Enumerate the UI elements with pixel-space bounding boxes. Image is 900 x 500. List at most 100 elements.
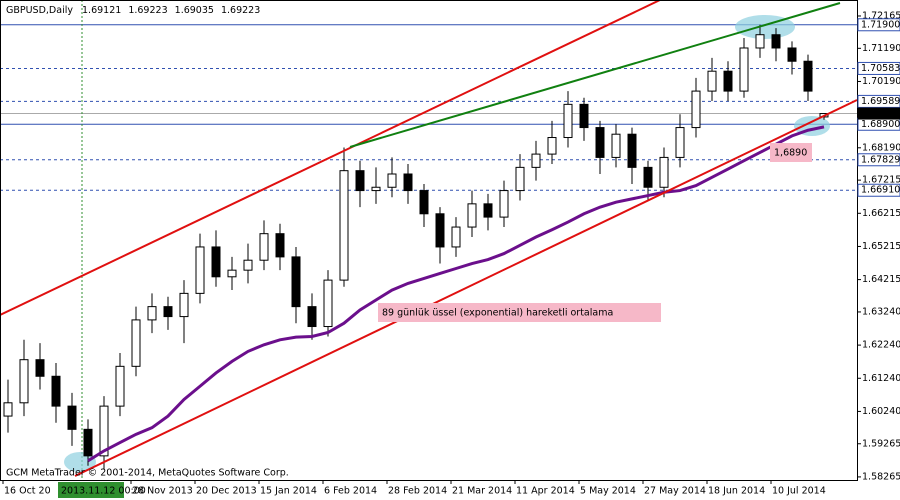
candle-body	[627, 133, 637, 168]
ohlc-value: 1.69223	[128, 5, 167, 16]
annotation-box	[378, 303, 661, 322]
candle-body	[259, 233, 269, 261]
candle-body	[323, 279, 333, 328]
candle-body	[467, 203, 477, 228]
candle-body	[547, 137, 557, 155]
candle-body	[483, 203, 493, 218]
chart-title: GBPUSD,Daily	[6, 5, 73, 16]
last-price-label: 1.69223	[861, 108, 900, 119]
x-tick-label: 28 Feb 2014	[388, 486, 447, 497]
candle-body	[51, 375, 61, 407]
candle-body	[451, 226, 461, 248]
candle-body	[99, 405, 109, 457]
candle-body	[419, 190, 429, 215]
candle-body	[435, 213, 445, 248]
candle-body	[371, 186, 381, 192]
candle-body	[227, 269, 237, 278]
level-label: 1.70583	[861, 63, 900, 74]
candle-body	[19, 359, 29, 404]
candle-body	[35, 359, 45, 377]
annotation: 1,6890	[774, 148, 807, 159]
candle-body	[499, 190, 509, 218]
level-label-box	[857, 61, 900, 75]
y-tick-label: 1.62240	[862, 340, 900, 351]
candle-body	[803, 60, 813, 92]
candles	[3, 24, 829, 470]
candle-body	[611, 133, 621, 158]
ohlc-value: 1.69223	[221, 5, 260, 16]
x-tick-label: 11 Apr 2014	[516, 486, 575, 497]
x-tick-label: 6 Feb 2014	[324, 486, 377, 497]
annotation: 89 günlük üssel (exponential) hareketli …	[382, 308, 613, 319]
candle-body	[131, 319, 141, 367]
levels	[0, 24, 857, 191]
x-tick-label: 10 Jul 2014	[772, 486, 826, 497]
level-label: 1.68900	[861, 119, 900, 130]
candle-body	[339, 170, 349, 281]
crosshair-label: 2013.11.12 00:00	[61, 486, 146, 497]
candle-body	[243, 259, 253, 271]
level-label: 1.71900	[861, 19, 900, 30]
x-tick-label: 27 May 2014	[644, 486, 706, 497]
chart-header: GBPUSD,Daily 1.69121 1.69223 1.69035 1.6…	[6, 5, 260, 16]
x-tick-label: 16 Oct 20	[4, 486, 51, 497]
y-tick-label: 1.68190	[862, 142, 900, 153]
level-label: 1.69589	[861, 96, 900, 107]
candle-body	[403, 173, 413, 192]
plot-frame	[0, 0, 858, 481]
candle-body	[355, 170, 365, 192]
level-label: 1.67829	[861, 154, 900, 165]
footer: GCM MetaTrader © 2001-2014, MetaQuotes S…	[6, 468, 289, 479]
y-tick-label: 1.67215	[862, 175, 900, 186]
candle-body	[163, 306, 173, 318]
candle-body	[115, 365, 125, 407]
y-tick-label: 1.70190	[862, 76, 900, 87]
candle-body	[739, 47, 749, 92]
candle-body	[707, 70, 717, 92]
level-label-box	[857, 153, 900, 167]
candle-body	[387, 173, 397, 188]
x-tick-label: 18 Jun 2014	[708, 486, 765, 497]
level-label-box	[857, 183, 900, 197]
candle-body	[291, 256, 301, 308]
x-tick-label: 15 Jan 2014	[260, 486, 317, 497]
candle-body	[83, 428, 93, 457]
trend-line	[74, 99, 858, 477]
x-tick-label: 20 Dec 2013	[196, 486, 257, 497]
candle-body	[691, 90, 701, 129]
trend-line	[349, 2, 841, 148]
last-price-box	[858, 107, 900, 120]
candle-body	[563, 103, 573, 139]
y-tick-label: 1.71190	[862, 43, 900, 54]
candle-body	[515, 166, 525, 192]
candle-body	[579, 103, 589, 129]
y-tick-label: 1.61240	[862, 373, 900, 384]
candle-body	[659, 156, 669, 188]
y-tick-label: 1.64215	[862, 274, 900, 285]
ema-line	[87, 125, 825, 463]
y-tick-label: 1.63240	[862, 306, 900, 317]
candle-body	[787, 47, 797, 62]
candle-body	[675, 127, 685, 158]
y-tick-label: 1.72165	[862, 10, 900, 21]
candle-body	[771, 34, 781, 49]
level-label-box	[857, 94, 900, 108]
candle-body	[3, 402, 13, 417]
overlay	[87, 125, 825, 463]
y-tick-label: 1.66215	[862, 208, 900, 219]
x-tick-label: 21 Mar 2014	[452, 486, 512, 497]
candle-body	[147, 306, 157, 321]
ohlc-value: 1.69035	[175, 5, 214, 16]
x-tick-label: 28 Nov 2013	[132, 486, 193, 497]
candle-body	[275, 233, 285, 258]
candle-body	[643, 166, 653, 188]
candle-body	[179, 292, 189, 318]
y-tick-label: 1.65215	[862, 241, 900, 252]
candle-body	[531, 153, 541, 168]
candle-body	[307, 306, 317, 328]
candle-body	[595, 127, 605, 158]
trend-line	[0, 0, 661, 316]
level-label: 1.66910	[861, 185, 900, 196]
ohlc-value: 1.69121	[82, 5, 121, 16]
